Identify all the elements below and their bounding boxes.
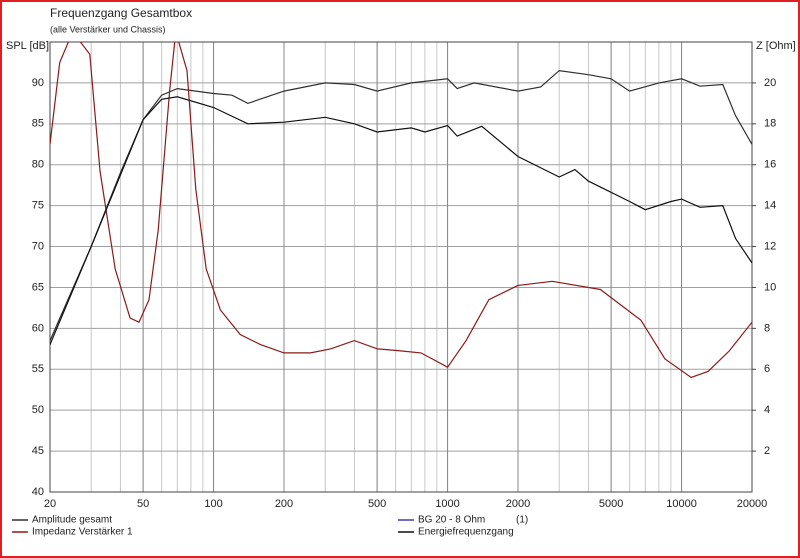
x-tick-label: 50 — [137, 498, 149, 510]
legend-label: Amplitude gesamt — [32, 515, 112, 526]
y2-tick-label: 8 — [764, 322, 770, 334]
y-tick-label: 55 — [32, 363, 44, 375]
y-tick-label: 90 — [32, 77, 44, 89]
plot-area — [50, 42, 752, 379]
x-tick-label: 500 — [368, 498, 386, 510]
y-tick-label: 60 — [32, 322, 44, 334]
x-tick-label: 20 — [44, 498, 56, 510]
y-tick-label: 65 — [32, 281, 44, 293]
y2-tick-label: 16 — [764, 159, 776, 171]
y-tick-label: 85 — [32, 118, 44, 130]
y2-tick-label: 6 — [764, 363, 770, 375]
x-tick-label: 10000 — [666, 498, 697, 510]
y2-tick-label: 18 — [764, 118, 776, 130]
y2-tick-label: 20 — [764, 77, 776, 89]
plot-frame — [49, 41, 753, 493]
y-tick-label: 80 — [32, 159, 44, 171]
y2-tick-label: 14 — [764, 200, 776, 212]
series-line — [50, 96, 752, 345]
legend-label: Impedanz Verstärker 1 — [32, 527, 133, 538]
legend-label: BG 20 - 8 Ohm — [418, 515, 485, 526]
y2-tick-label: 4 — [764, 404, 770, 416]
legend-note: (1) — [516, 515, 528, 526]
y-tick-label: 50 — [32, 404, 44, 416]
y-tick-label: 75 — [32, 200, 44, 212]
series-line — [50, 42, 752, 379]
x-tick-label: 2000 — [506, 498, 530, 510]
x-tick-label: 20000 — [737, 498, 768, 510]
x-tick-label: 200 — [275, 498, 293, 510]
y-tick-label: 70 — [32, 240, 44, 252]
y2-axis-label: Z [Ohm] — [756, 40, 796, 52]
series-line — [50, 69, 752, 341]
legend-label: Energiefrequenzgang — [418, 527, 514, 538]
chart-subtitle: (alle Verstärker und Chassis) — [50, 24, 166, 34]
x-tick-label: 100 — [204, 498, 222, 510]
y-tick-label: 45 — [32, 445, 44, 457]
y2-tick-label: 2 — [764, 445, 770, 457]
x-tick-label: 5000 — [599, 498, 623, 510]
y-axis-label: SPL [dB] — [6, 40, 49, 52]
y-tick-label: 40 — [32, 486, 44, 498]
y2-tick-label: 10 — [764, 281, 776, 293]
x-tick-label: 1000 — [435, 498, 459, 510]
chart-title: Frequenzgang Gesamtbox — [50, 6, 192, 20]
y2-tick-label: 12 — [764, 240, 776, 252]
